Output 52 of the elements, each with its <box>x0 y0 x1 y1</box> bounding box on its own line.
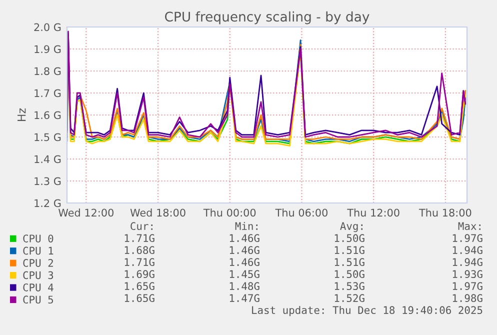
legend-label: CPU 4 <box>23 283 54 292</box>
text: 1.53G <box>334 282 364 290</box>
x-tick-label: Thu 06:00 <box>275 208 328 217</box>
text: Cur: <box>130 222 152 230</box>
text: 1.68G <box>124 246 154 254</box>
chart-title: CPU frequency scaling - by day <box>165 11 370 24</box>
text: 1.45G <box>230 270 260 278</box>
text: 1.46G <box>230 234 260 242</box>
text: 1.69G <box>124 270 154 278</box>
text: Last update: Thu Dec 18 19:40:06 2025 <box>252 306 482 316</box>
text: 1.46G <box>230 258 260 266</box>
x-tick-label: Thu 12:00 <box>347 208 400 217</box>
text: 1.71G <box>124 258 154 266</box>
y-tick-label: 1.6 G <box>34 111 61 120</box>
y-tick-label: 1.2 G <box>34 199 61 208</box>
text: 1.65G <box>124 282 154 290</box>
x-tick-label: Thu 00:00 <box>203 208 256 217</box>
x-tick-label: Wed 12:00 <box>58 208 114 217</box>
x-tick-label: Wed 18:00 <box>130 208 186 217</box>
text: 1.52G <box>334 294 364 302</box>
text: 1.94G <box>452 246 482 254</box>
text: 1.50G <box>334 234 364 242</box>
y-tick-label: 1.4 G <box>34 155 61 164</box>
text: 1.97G <box>452 234 482 242</box>
y-tick-label: 1.3 G <box>34 177 61 186</box>
y-tick-label: 2.0 G <box>34 23 61 32</box>
x-tick-label: Thu 18:00 <box>418 208 472 217</box>
text: 1.51G <box>334 258 364 266</box>
text: Avg: <box>340 222 362 232</box>
legend-label: CPU 1 <box>23 246 54 255</box>
text: 1.94G <box>452 258 482 266</box>
text: 1.65G <box>124 294 154 302</box>
text: Min: <box>235 222 258 230</box>
y-axis-title: Hz <box>18 108 26 122</box>
text: 1.48G <box>230 282 260 290</box>
y-tick-label: 1.7 G <box>34 89 61 98</box>
y-tick-label: 1.5 G <box>34 133 61 142</box>
text: 1.47G <box>230 294 260 302</box>
text: 1.50G <box>334 270 364 278</box>
text: Max: <box>458 222 480 230</box>
y-tick-label: 1.9 G <box>34 45 61 54</box>
text: 1.97G <box>452 282 482 290</box>
legend-label: CPU 3 <box>23 271 54 280</box>
text: 1.71G <box>124 234 154 242</box>
legend-label: CPU 5 <box>23 296 54 304</box>
text: 1.98G <box>452 294 482 302</box>
legend-label: CPU 0 <box>23 234 54 242</box>
y-tick-label: 1.8 G <box>34 67 61 76</box>
legend-label: CPU 2 <box>23 259 53 267</box>
text: 1.51G <box>334 246 364 254</box>
text: 1.93G <box>452 270 482 278</box>
text: 1.46G <box>230 246 260 254</box>
